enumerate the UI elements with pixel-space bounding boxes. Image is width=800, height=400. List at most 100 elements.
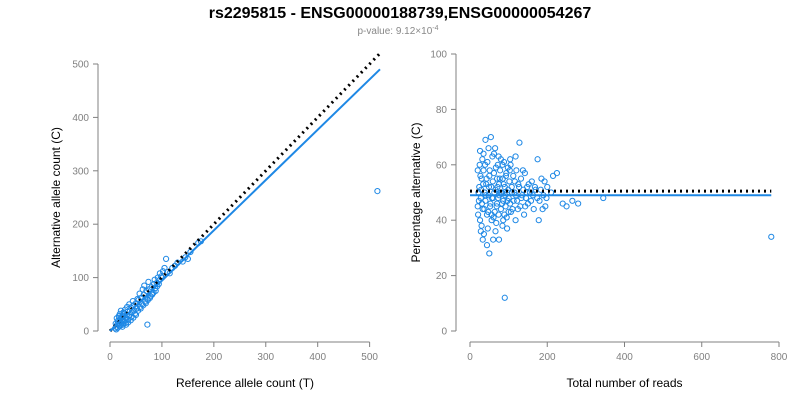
data-point — [569, 197, 576, 204]
data-point — [530, 206, 537, 213]
data-point — [527, 197, 535, 204]
data-point — [474, 167, 481, 174]
data-point — [510, 172, 517, 179]
data-point — [507, 208, 515, 215]
expected-ratio-line — [108, 52, 382, 333]
x-tick-label: 400 — [616, 352, 633, 363]
y-tick-label: 200 — [72, 220, 89, 231]
data-point — [484, 225, 491, 232]
data-point — [159, 268, 167, 275]
data-point — [495, 236, 503, 243]
data-point — [497, 167, 504, 174]
data-point — [514, 206, 521, 213]
data-point — [511, 178, 518, 185]
data-point — [477, 172, 484, 179]
data-point — [485, 145, 492, 152]
data-point — [492, 228, 499, 235]
right-scatter-panel: 0 200 400 600 800 0 20 40 60 80 100 Total number of… — [409, 50, 788, 391]
data-point — [479, 156, 486, 163]
data-point — [492, 145, 499, 152]
data-point — [517, 175, 525, 182]
data-point — [499, 161, 506, 168]
data-point — [131, 310, 139, 318]
data-point — [563, 203, 570, 210]
x-tick-label: 200 — [539, 352, 556, 363]
data-point — [481, 161, 489, 168]
data-point — [506, 167, 513, 174]
data-point — [541, 178, 548, 185]
data-point — [480, 181, 487, 188]
x-tick-label: 800 — [771, 352, 788, 363]
data-point — [479, 236, 486, 243]
data-point — [128, 314, 135, 321]
y-axis-title: Alternative allele count (C) — [49, 127, 63, 268]
data-point — [525, 181, 532, 188]
data-point — [539, 206, 546, 213]
data-point — [507, 156, 514, 163]
data-point — [476, 161, 483, 168]
data-point — [488, 211, 495, 218]
data-point — [374, 187, 381, 195]
data-point — [485, 183, 493, 191]
y-tick-label: 0 — [83, 327, 89, 338]
data-point — [483, 242, 491, 249]
data-point — [515, 183, 523, 191]
data-point — [483, 211, 491, 218]
data-point — [503, 225, 511, 232]
subtitle-exponent: -4 — [432, 25, 438, 32]
data-point — [501, 294, 508, 301]
x-tick-label: 100 — [154, 352, 171, 363]
data-point — [480, 150, 487, 157]
x-tick-label: 0 — [107, 352, 113, 363]
data-point — [486, 167, 493, 174]
data-point — [475, 211, 482, 218]
data-point — [478, 200, 486, 207]
data-point — [478, 222, 485, 229]
data-point — [514, 197, 521, 204]
x-tick-label: 300 — [257, 352, 274, 363]
data-point — [504, 197, 511, 204]
y-tick-label: 0 — [441, 327, 447, 338]
data-point — [483, 175, 490, 182]
y-axis-title: Percentage alternative (C) — [409, 122, 423, 262]
data-point — [145, 278, 152, 285]
data-point — [490, 170, 498, 177]
y-tick-label: 80 — [436, 105, 448, 116]
y-tick-label: 500 — [72, 60, 89, 71]
data-point — [510, 197, 517, 204]
x-tick-label: 400 — [309, 352, 326, 363]
data-point — [553, 170, 561, 177]
data-point — [122, 321, 130, 328]
data-point — [492, 164, 499, 171]
data-point — [520, 211, 528, 218]
data-point — [512, 217, 519, 224]
data-point — [474, 203, 481, 210]
fitted-ratio-line — [109, 68, 381, 332]
data-point — [500, 181, 507, 188]
y-tick-label: 400 — [72, 113, 89, 124]
x-tick-label: 200 — [206, 352, 223, 363]
data-point — [494, 183, 501, 191]
data-point — [482, 136, 489, 143]
x-tick-label: 600 — [693, 352, 710, 363]
data-point — [144, 321, 151, 328]
data-point — [487, 134, 494, 141]
data-point — [476, 147, 484, 155]
data-point — [136, 290, 143, 297]
data-point — [477, 228, 484, 235]
data-point — [486, 250, 493, 257]
data-point — [497, 206, 504, 213]
data-point — [493, 175, 501, 182]
x-axis-title: Reference allele count (T) — [176, 376, 314, 390]
data-point — [575, 200, 582, 207]
data-point — [490, 236, 497, 243]
y-tick-label: 20 — [436, 271, 448, 282]
data-point — [500, 217, 507, 224]
data-point — [126, 301, 133, 308]
data-point — [488, 183, 495, 191]
data-point — [544, 183, 551, 191]
data-point — [531, 183, 538, 191]
data-point — [493, 219, 500, 227]
data-point — [768, 233, 775, 240]
data-point — [498, 200, 506, 207]
